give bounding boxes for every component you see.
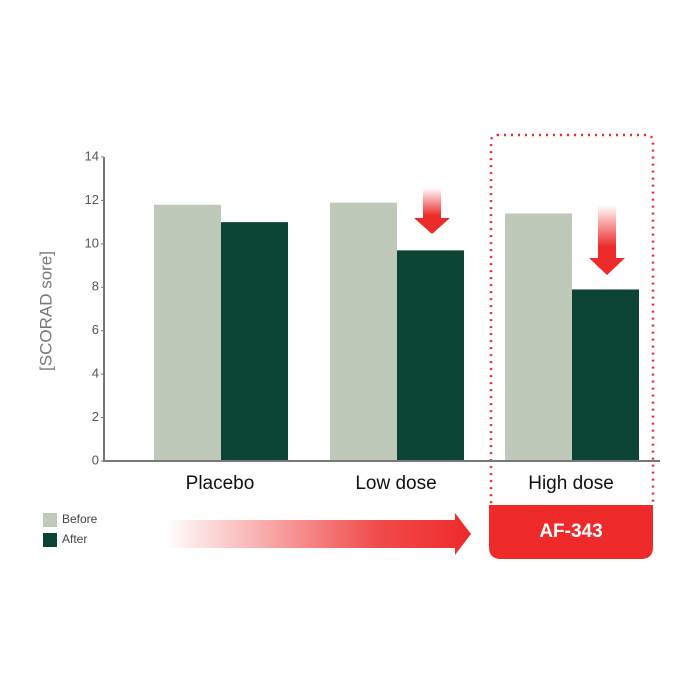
annotation-box bbox=[489, 505, 653, 559]
y-tick-label: 4 bbox=[92, 366, 99, 381]
bar bbox=[330, 202, 397, 461]
legend-label: Before bbox=[62, 512, 98, 526]
y-tick-label: 8 bbox=[92, 279, 99, 294]
bar bbox=[397, 250, 464, 461]
bar bbox=[505, 213, 572, 461]
y-tick-label: 2 bbox=[92, 409, 99, 424]
bar bbox=[154, 204, 221, 461]
x-tick-label: High dose bbox=[528, 473, 614, 494]
bar bbox=[572, 289, 639, 461]
bar bbox=[221, 222, 288, 461]
x-tick-label: Low dose bbox=[355, 473, 436, 494]
legend-swatch bbox=[43, 513, 57, 527]
trend-arrow bbox=[165, 513, 471, 555]
y-axis-label: [SCORAD sore] bbox=[36, 251, 55, 371]
y-tick-label: 6 bbox=[92, 322, 99, 337]
annotation: AF-343 bbox=[539, 521, 602, 542]
legend-swatch bbox=[43, 533, 57, 547]
y-tick-label: 14 bbox=[85, 148, 99, 163]
y-tick-label: 12 bbox=[85, 192, 99, 207]
x-tick-label: Placebo bbox=[186, 473, 255, 494]
y-tick-label: 10 bbox=[85, 235, 99, 250]
down-arrow bbox=[589, 205, 625, 275]
down-arrow bbox=[414, 188, 450, 234]
y-tick-label: 0 bbox=[92, 452, 99, 467]
legend-label: After bbox=[62, 532, 87, 546]
